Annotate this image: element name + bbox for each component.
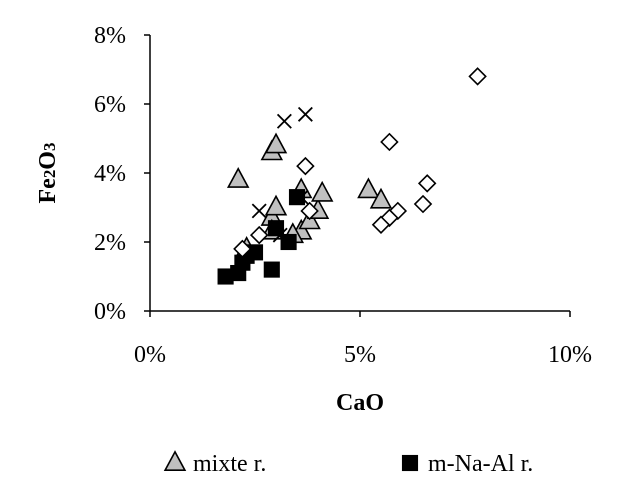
data-point-diamond [380, 208, 399, 228]
data-point-diamond [296, 156, 315, 176]
data-point-square [288, 189, 306, 206]
legend-item: m-Na-Al r. [401, 451, 533, 477]
data-point-diamond [417, 174, 437, 193]
legend: mixte r. m-Na-Al r. [163, 450, 533, 477]
y-ticks: 0% 2% 4% 6% 8% [94, 23, 150, 325]
x-tick-label: 0% [134, 342, 166, 368]
data-point-square [267, 220, 285, 237]
data-point-triangle [264, 194, 288, 216]
y-axis-label: Fe2O3 [35, 143, 61, 204]
x-tick-label: 10% [548, 342, 592, 368]
legend-item: mixte r. [163, 450, 266, 477]
data-point-x [251, 203, 267, 219]
y-tick-label: 4% [94, 161, 126, 187]
data-point-square [263, 261, 280, 278]
data-point-diamond [371, 215, 391, 234]
x-ticks: 0% 5% 10% [134, 311, 592, 368]
series-x [251, 106, 313, 243]
data-point-diamond [300, 201, 319, 221]
data-point-x [276, 113, 292, 129]
data-point-x [272, 227, 288, 243]
legend-label: m-Na-Al r. [428, 451, 533, 477]
y-tick-label: 6% [94, 92, 126, 118]
data-point-x [293, 189, 309, 205]
data-point-square [280, 233, 297, 251]
legend-marker-square [401, 454, 419, 472]
data-point-x [297, 106, 313, 122]
data-point-diamond [249, 225, 269, 245]
x-axis-label: CaO [336, 390, 384, 416]
data-point-diamond [468, 67, 487, 86]
data-point-triangle [226, 167, 250, 188]
y-tick-label: 8% [94, 23, 126, 49]
data-point-diamond [413, 194, 433, 214]
data-point-triangle [264, 132, 288, 154]
data-point-diamond [233, 239, 252, 259]
series-diamond [233, 67, 487, 259]
data-point-triangle [369, 187, 393, 209]
y-tick-label: 2% [94, 230, 126, 256]
data-point-triangle [357, 177, 380, 199]
legend-marker-triangle [163, 450, 187, 472]
x-tick-label: 5% [344, 342, 376, 368]
series-square [217, 189, 306, 285]
data-point-triangle [310, 180, 334, 202]
legend-label: mixte r. [193, 451, 266, 477]
data-point-diamond [380, 132, 399, 152]
y-tick-label: 0% [94, 299, 126, 325]
chart-marks [217, 67, 487, 285]
